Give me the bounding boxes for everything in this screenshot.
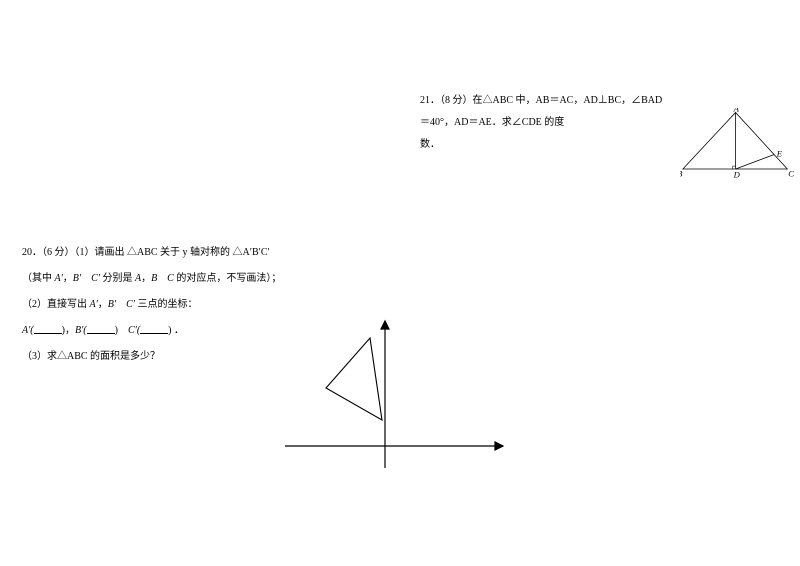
blank-c	[140, 324, 168, 334]
svg-text:D: D	[733, 170, 741, 180]
blank-b	[87, 324, 115, 334]
svg-text:A: A	[733, 108, 740, 113]
p20-line3: （2）直接写出 A′，B′ C′ 三点的坐标：	[22, 292, 382, 318]
svg-text:C: C	[788, 169, 794, 179]
blank-a	[34, 324, 62, 334]
problem-21: 21．（8 分）在△ABC 中，AB＝AC，AD⊥BC，∠BAD＝40°，AD＝…	[420, 90, 670, 156]
p20-line2: （其中 A′，B′ C′ 分别是 A，B C 的对应点，不写画法）；	[22, 266, 382, 292]
p20-line1: 20．（6 分）（1）请画出 △ABC 关于 y 轴对称的 △A′B′C′	[22, 240, 382, 266]
triangle-diagram: A B C D E	[680, 108, 795, 183]
p21-line1: 21．（8 分）在△ABC 中，AB＝AC，AD⊥BC，∠BAD＝40°，AD＝…	[420, 95, 662, 128]
svg-text:B: B	[680, 169, 683, 179]
svg-text:E: E	[776, 149, 783, 159]
p21-line2: 数．	[420, 139, 440, 150]
axes-diagram	[280, 318, 505, 473]
